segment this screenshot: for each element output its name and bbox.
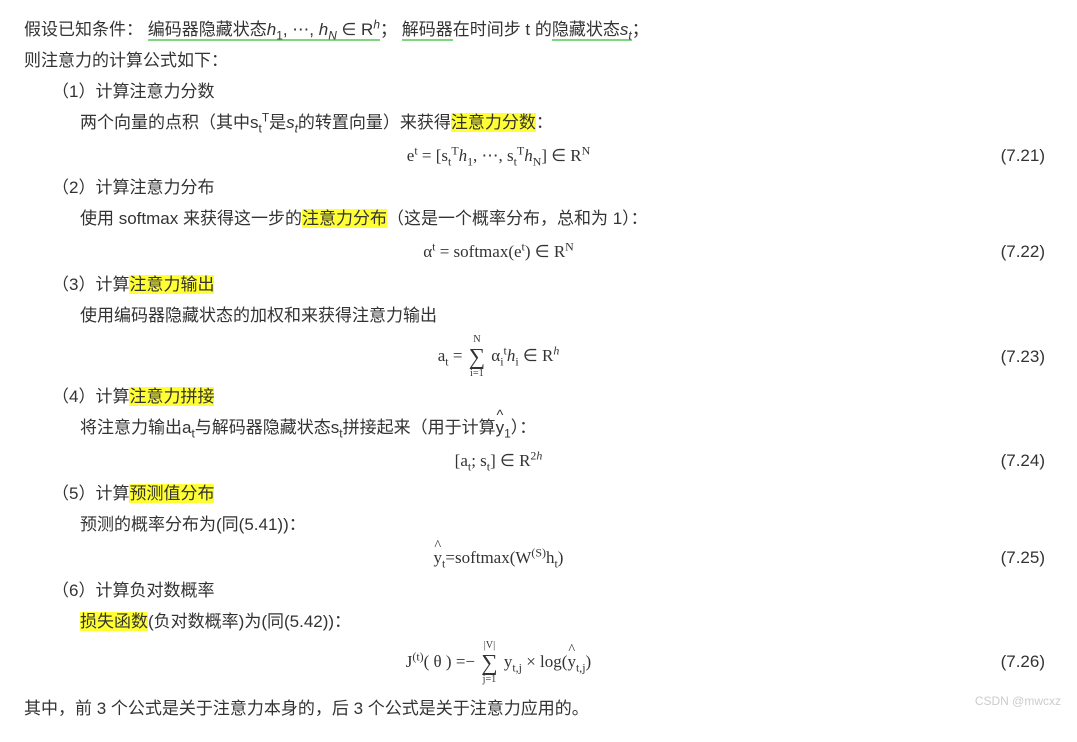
step2-desc-hl: 注意力分布	[302, 209, 387, 228]
eq-number: (7.25)	[973, 544, 1053, 573]
step3-head-hl: 注意力输出	[129, 275, 214, 294]
step5-desc: 预测的概率分布为(同(5.41))：	[24, 511, 1053, 540]
step3-head-pre: （3）计算	[52, 275, 129, 294]
step3-head: （3）计算注意力输出	[24, 271, 1053, 300]
intro-tail: ；	[632, 20, 649, 39]
step4-desc: 将注意力输出at与解码器隐藏状态st拼接起来（用于计算y1）：	[24, 414, 1053, 443]
step5-head: （5）计算预测值分布	[24, 480, 1053, 509]
equation-7-23: at = N∑i=1 αithi ∈ Rh (7.23)	[24, 335, 1053, 380]
intro-cond2b: 在时间步 t 的	[453, 20, 552, 39]
step2-head: （2）计算注意力分布	[24, 174, 1053, 203]
eq-body: [at; st] ∈ R2h	[24, 447, 973, 476]
step6-desc-post: (负对数概率)为(同(5.42))：	[148, 612, 351, 631]
closing: 其中，前 3 个公式是关于注意力本身的，后 3 个公式是关于注意力应用的。	[24, 695, 1053, 724]
eq-body: at = N∑i=1 αithi ∈ Rh	[24, 335, 973, 380]
step5-head-hl: 预测值分布	[129, 484, 214, 503]
eq-number: (7.26)	[973, 648, 1053, 677]
intro-sep: ；	[380, 20, 397, 39]
intro-cond1: 编码器隐藏状态h1, ⋯, hN ∈ Rh	[148, 20, 380, 41]
eq-body: yt=softmax(W(S)ht)	[24, 544, 973, 573]
step1-desc: 两个向量的点积（其中stT是st的转置向量）来获得注意力分数：	[24, 109, 1053, 138]
eq-number: (7.21)	[973, 142, 1053, 171]
step1-head: （1）计算注意力分数	[24, 78, 1053, 107]
watermark: CSDN @mwcxz	[975, 691, 1061, 711]
step2-desc-pre: 使用 softmax 来获得这一步的	[80, 209, 302, 228]
step6-desc: 损失函数(负对数概率)为(同(5.42))：	[24, 608, 1053, 637]
intro-cond2a: 解码器	[402, 20, 453, 41]
step6-head: （6）计算负对数概率	[24, 577, 1053, 606]
step4-head: （4）计算注意力拼接	[24, 383, 1053, 412]
eq-body: et = [stTh1, ⋯, stThN] ∈ RN	[24, 142, 973, 171]
step2-desc-post: （这是一个概率分布，总和为 1）：	[387, 209, 648, 228]
step1-desc-hl: 注意力分数	[451, 113, 536, 132]
equation-7-26: J(t)( θ ) =− |V|∑j=1 yt,j × log(yt,j) (7…	[24, 641, 1053, 686]
equation-7-22: αt = softmax(et) ∈ RN (7.22)	[24, 238, 1053, 267]
eq-number: (7.23)	[973, 343, 1053, 372]
intro-line-2: 则注意力的计算公式如下：	[24, 47, 1053, 76]
intro-prefix: 假设已知条件：	[24, 20, 143, 39]
equation-7-21: et = [stTh1, ⋯, stThN] ∈ RN (7.21)	[24, 142, 1053, 171]
step1-desc-post: ：	[536, 113, 553, 132]
step4-head-pre: （4）计算	[52, 387, 129, 406]
step2-desc: 使用 softmax 来获得这一步的注意力分布（这是一个概率分布，总和为 1）：	[24, 205, 1053, 234]
intro-cond2c: 隐藏状态st	[552, 20, 632, 41]
eq-body: αt = softmax(et) ∈ RN	[24, 238, 973, 267]
equation-7-25: yt=softmax(W(S)ht) (7.25)	[24, 544, 1053, 573]
step3-desc: 使用编码器隐藏状态的加权和来获得注意力输出	[24, 302, 1053, 331]
step5-head-pre: （5）计算	[52, 484, 129, 503]
eq-body: J(t)( θ ) =− |V|∑j=1 yt,j × log(yt,j)	[24, 641, 973, 686]
step6-desc-hl: 损失函数	[80, 612, 148, 631]
step1-desc-pre: 两个向量的点积（其中stT是st的转置向量）来获得	[80, 113, 451, 132]
eq-number: (7.22)	[973, 238, 1053, 267]
equation-7-24: [at; st] ∈ R2h (7.24)	[24, 447, 1053, 476]
intro-line-1: 假设已知条件： 编码器隐藏状态h1, ⋯, hN ∈ Rh； 解码器在时间步 t…	[24, 16, 1053, 45]
step4-head-hl: 注意力拼接	[129, 387, 214, 406]
eq-number: (7.24)	[973, 447, 1053, 476]
